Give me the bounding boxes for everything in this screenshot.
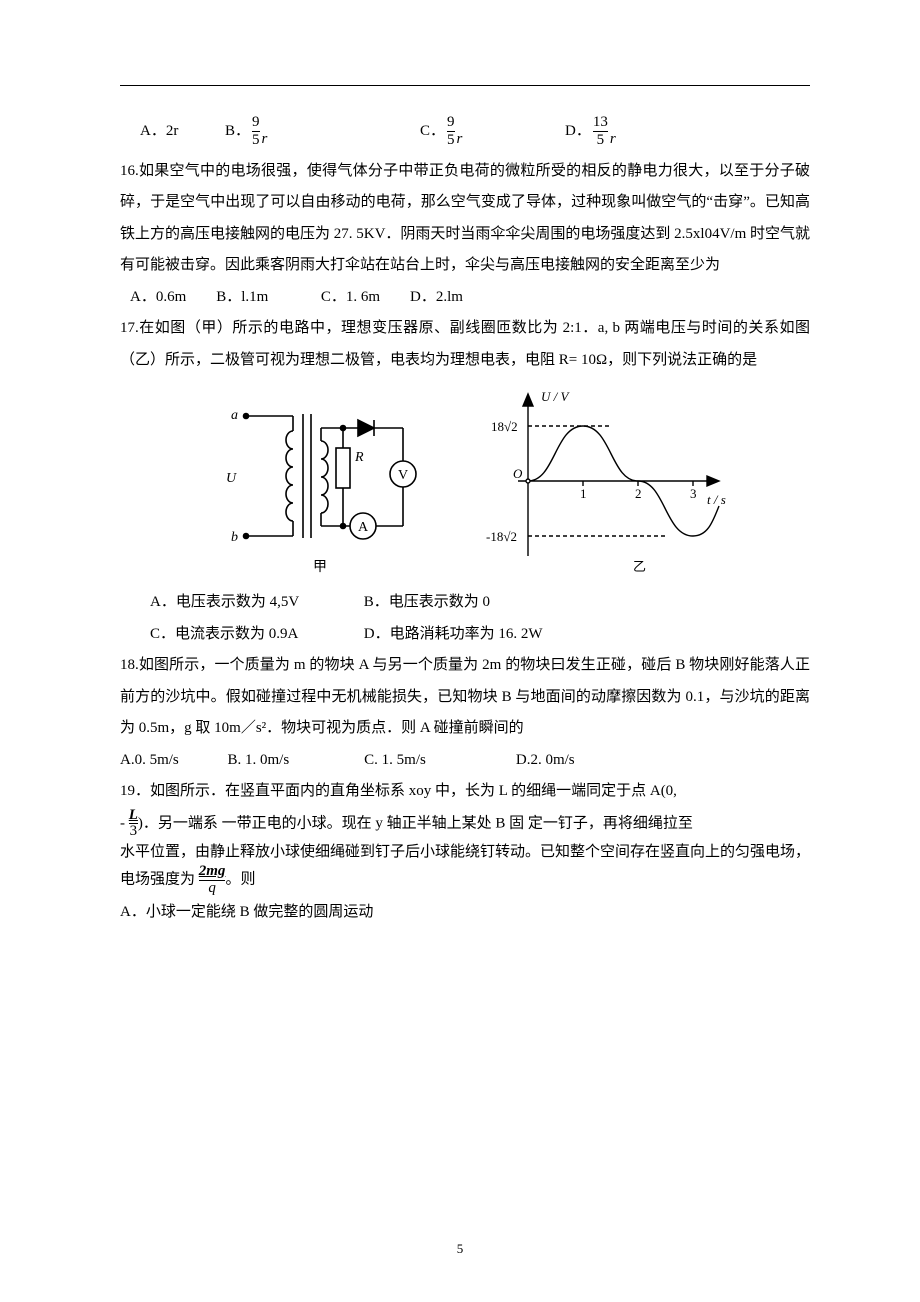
q15-opt-b-letter: B． (225, 114, 250, 148)
q19-before-frac: 19．如图所示．在竖直平面内的直角坐标系 xoy 中，长为 L 的细绳一端同定于… (120, 783, 677, 799)
q15-opt-b-tail: r (262, 114, 268, 156)
q19-body2-after: 。则 (225, 872, 255, 888)
circuit-label-R: R (354, 450, 364, 465)
q17-opt-c: C．电流表示数为 0.9A (150, 619, 360, 651)
graph-ybot: -18√2 (486, 529, 517, 544)
q15-opt-c-tail: r (457, 114, 463, 156)
q15-options-row: A． 2r B． 9 5 r C． 9 5 r D． 13 5 r (120, 114, 810, 156)
q19-line3: 水平位置，由静止释放小球使细绳碰到钉子后小球能绕钉转动。已知整个空间存在竖直向上… (120, 840, 810, 897)
graph-O: O (513, 466, 523, 481)
graph-ytop: 18√2 (491, 419, 518, 434)
q19-ef-num: 2mg (199, 864, 226, 880)
graph-x2: 2 (635, 486, 642, 501)
q17-opt-d: D．电路消耗功率为 16. 2W (364, 626, 543, 642)
q15-opt-c-letter: C． (420, 114, 445, 148)
q15-opt-d-den: 5 (593, 131, 608, 149)
q15-opt-c-num: 9 (447, 114, 455, 131)
q18-options: A.0. 5m/s B. 1. 0m/s C. 1. 5m/s D.2. 0m/… (120, 745, 810, 777)
graph-x3: 3 (690, 486, 697, 501)
q18-body: 18.如图所示，一个质量为 m 的物块 A 与另一个质量为 2m 的物块曰发生正… (120, 650, 810, 745)
q19-frac-den: 3 (129, 823, 138, 840)
q19-frac-num: L (129, 808, 138, 824)
circuit-label-a: a (231, 408, 238, 423)
page-number: 5 (0, 1235, 920, 1262)
graph-xaxis-label: t / s (707, 492, 726, 507)
q19-line1: 19．如图所示．在竖直平面内的直角坐标系 xoy 中，长为 L 的细绳一端同定于… (120, 776, 810, 808)
circuit-label-A: A (358, 520, 369, 535)
circuit-figure: a b U R V A 甲 (198, 386, 423, 581)
graph-figure: U / V 18√2 -18√2 O 1 2 3 t / s 乙 (473, 386, 733, 581)
q15-opt-d-num: 13 (593, 114, 608, 131)
q19-ef-den: q (199, 880, 226, 897)
q16-options: A．0.6m B．l.1m C．1. 6m D．2.lm (120, 282, 810, 314)
circuit-label-U: U (226, 471, 237, 486)
q15-opt-a-letter: A． (140, 114, 166, 148)
circuit-label-V: V (398, 468, 408, 483)
q15-opt-d-tail: r (610, 114, 616, 156)
q15-opt-a-value: 2r (166, 114, 179, 148)
q15-opt-b-num: 9 (252, 114, 260, 131)
graph-caption: 乙 (633, 559, 646, 574)
graph-x1: 1 (580, 486, 587, 501)
circuit-caption: 甲 (313, 560, 327, 575)
q15-opt-b-den: 5 (252, 131, 260, 149)
q17-body: 17.在如图（甲）所示的电路中，理想变压器原、副线圈匝数比为 2:1．a, b … (120, 313, 810, 376)
q15-opt-c-den: 5 (447, 131, 455, 149)
q19-opt-a: A．小球一定能绕 B 做完整的圆周运动 (120, 897, 810, 929)
q17-opt-a: A．电压表示数为 4,5V (150, 587, 360, 619)
q17-opt-b: B．电压表示数为 0 (364, 594, 490, 610)
q19-line2: - L 3 )．另一端系 一带正电的小球。现在 y 轴正半轴上某处 B 固 定一… (120, 808, 810, 841)
q16-body: 16.如果空气中的电场很强，使得气体分子中带正负电荷的微粒所受的相反的静电力很大… (120, 156, 810, 282)
q15-opt-d-letter: D． (565, 114, 591, 148)
circuit-label-b: b (231, 530, 238, 545)
q19-after-frac: )．另一端系 一带正电的小球。现在 y 轴正半轴上某处 B 固 定一钉子，再将细… (138, 815, 693, 831)
top-rule (120, 85, 810, 86)
graph-yaxis-label: U / V (541, 389, 571, 404)
